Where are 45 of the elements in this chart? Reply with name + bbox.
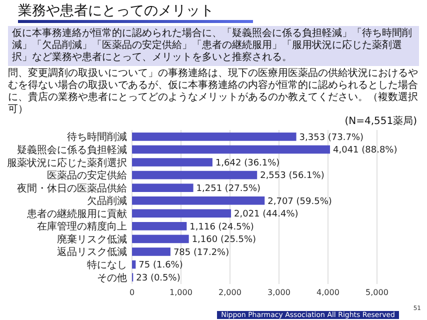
data-label: 75 (1.6%) bbox=[138, 260, 183, 271]
y-tick-label: 医薬品の安定供給 bbox=[47, 170, 127, 182]
bar bbox=[132, 145, 330, 154]
y-tick-label: 服薬状況に応じた薬剤選択 bbox=[7, 156, 127, 169]
data-label: 2,553 (56.1%) bbox=[260, 171, 324, 182]
bar bbox=[132, 132, 296, 141]
bar bbox=[132, 196, 265, 205]
chart-title: 業務や患者にとってのメリット bbox=[17, 2, 215, 20]
y-tick-label: 欠品削減 bbox=[87, 195, 127, 208]
bar bbox=[132, 158, 212, 166]
text: (N=4,551薬局) bbox=[344, 116, 417, 128]
bar bbox=[132, 222, 187, 230]
x-tick-label: 0 bbox=[129, 288, 135, 297]
bar bbox=[132, 248, 170, 256]
data-label: 23 (0.5%) bbox=[136, 273, 180, 284]
data-label: 1,251 (27.5%) bbox=[196, 184, 261, 194]
y-tick-label: 夜間・休日の医薬品供給 bbox=[17, 182, 127, 194]
bar bbox=[132, 209, 232, 218]
data-label: 4,041 (88.8%) bbox=[333, 146, 398, 156]
data-label: 2,707 (59.5%) bbox=[268, 196, 332, 207]
x-tick-label: 2,000 bbox=[218, 288, 242, 297]
text: 問、変更調剤の取扱いについて」の事務連絡は、現下の医療用医薬品の供給状況におけるやむを得ない場合の取扱いであるが、仮に本事務連絡の内容が恒常的に認められるとした場合に、貴店の業務や患者にとってどのようなメリットがあるのか教えてください。（複数選択可） bbox=[8, 68, 419, 116]
y-tick-label: その他 bbox=[97, 272, 127, 284]
y-tick-label: 特になし bbox=[87, 259, 127, 272]
bar bbox=[132, 184, 194, 192]
y-tick-label: 廃棄リスク低減 bbox=[57, 233, 127, 246]
y-tick-label: 疑義照会に係る負担軽減 bbox=[17, 144, 127, 156]
y-tick-label: 待ち時間削減 bbox=[67, 131, 127, 144]
data-label: 3,353 (73.7%) bbox=[299, 132, 364, 143]
x-tick-label: 5,000 bbox=[366, 288, 388, 297]
data-label: 1,642 (36.1%) bbox=[215, 158, 280, 168]
bar bbox=[132, 170, 258, 180]
data-label: 1,116 (24.5%) bbox=[190, 222, 254, 232]
data-label: 785 (17.2%) bbox=[173, 248, 230, 258]
bar bbox=[132, 260, 136, 269]
y-tick-label: 在庫管理の精度向上 bbox=[37, 220, 127, 233]
x-tick-label: 1,000 bbox=[170, 288, 192, 297]
y-tick-label: 返品リスク低減 bbox=[57, 246, 127, 258]
y-tick-label: 患者の継続服用に貢献 bbox=[26, 208, 127, 220]
data-label: 1,160 (25.5%) bbox=[192, 235, 256, 246]
data-label: 2,021 (44.4%) bbox=[234, 210, 298, 220]
bar bbox=[132, 234, 189, 244]
chart-subtitle: 仮に本事務連絡が恒常的に認められた場合に、「疑義照会に係る負担軽減」「待ち時間削減」「欠品削減」「医薬品の安定供給」「患者の継続服用」「服用状況に応じた薬剤選択」など業務や患者にとって、メリットを多いと推察される。 bbox=[8, 26, 419, 66]
x-tick-label: 3,000 bbox=[268, 288, 290, 297]
x-tick-label: 4,000 bbox=[316, 288, 340, 297]
